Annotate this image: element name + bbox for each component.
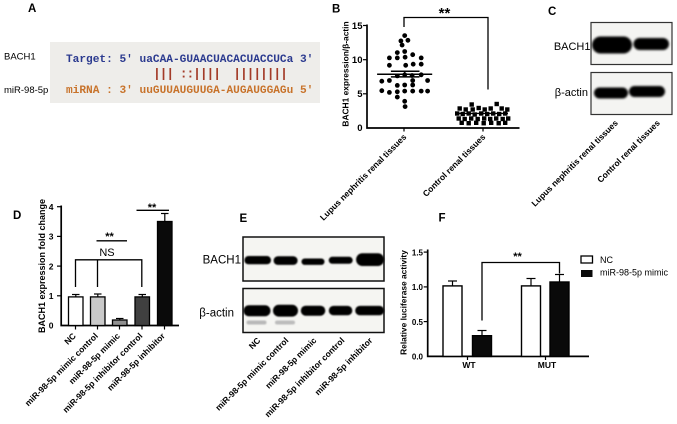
svg-text:C: C bbox=[548, 6, 556, 18]
svg-text:BACH1: BACH1 bbox=[203, 255, 241, 267]
svg-text:Target: 5' uaCAA-GUAACUACACUAC: Target: 5' uaCAA-GUAACUACACUACCUCa 3' bbox=[66, 54, 313, 66]
svg-text:BACH1 expression/β-actin: BACH1 expression/β-actin bbox=[341, 21, 351, 126]
svg-text:0.0: 0.0 bbox=[412, 353, 424, 362]
svg-text:1.0: 1.0 bbox=[412, 283, 424, 292]
svg-text:**: ** bbox=[148, 202, 157, 214]
svg-text:Relative luciferase activity: Relative luciferase activity bbox=[399, 250, 409, 355]
svg-text:D: D bbox=[13, 210, 21, 222]
svg-text:Lupus nephritis renal tissues: Lupus nephritis renal tissues bbox=[318, 132, 409, 223]
svg-text:3: 3 bbox=[49, 232, 54, 242]
svg-text:NC: NC bbox=[247, 335, 263, 351]
svg-text:β-actin: β-actin bbox=[199, 308, 234, 320]
svg-text:BACH1: BACH1 bbox=[4, 52, 36, 63]
svg-text:5: 5 bbox=[357, 89, 363, 100]
svg-text:miR-98-5p mimic: miR-98-5p mimic bbox=[263, 335, 318, 390]
svg-text:miR-98-5p mimic: miR-98-5p mimic bbox=[600, 268, 669, 278]
svg-text:**: ** bbox=[513, 251, 522, 263]
svg-text:B: B bbox=[332, 4, 340, 16]
svg-text:E: E bbox=[240, 213, 248, 225]
svg-text:**: ** bbox=[105, 231, 114, 243]
svg-text:β-actin: β-actin bbox=[555, 87, 588, 99]
svg-text:4: 4 bbox=[49, 202, 54, 212]
svg-text:BACH1: BACH1 bbox=[554, 41, 591, 53]
svg-text:0: 0 bbox=[357, 123, 362, 134]
svg-text:NC: NC bbox=[62, 331, 78, 347]
svg-text:Lupus nephritis renal tissues: Lupus nephritis renal tissues bbox=[529, 118, 620, 209]
svg-text:1: 1 bbox=[49, 291, 54, 301]
svg-text:0: 0 bbox=[49, 321, 54, 331]
svg-text:1.5: 1.5 bbox=[412, 248, 424, 257]
svg-text:10: 10 bbox=[352, 55, 363, 66]
svg-text:Control renal tissues: Control renal tissues bbox=[421, 132, 488, 199]
svg-text:BACH1 expression fold change: BACH1 expression fold change bbox=[37, 199, 47, 333]
svg-text:NC: NC bbox=[600, 255, 613, 265]
svg-text:miR-98-5p: miR-98-5p bbox=[4, 85, 48, 96]
svg-text:A: A bbox=[28, 3, 36, 15]
svg-text:F: F bbox=[439, 213, 446, 225]
svg-text:15: 15 bbox=[352, 21, 363, 32]
svg-text:WT: WT bbox=[462, 360, 476, 370]
svg-text:||| ::|||| ||||||||: ||| ::|||| |||||||| bbox=[66, 67, 287, 82]
svg-text:miRNA : 3' uuGUUAUGUUGA-AUGAUG: miRNA : 3' uuGUUAUGUUGA-AUGAUGGAGu 5' bbox=[66, 85, 313, 97]
svg-text:MUT: MUT bbox=[538, 360, 557, 370]
svg-text:**: ** bbox=[439, 5, 451, 22]
svg-text:NS: NS bbox=[99, 247, 114, 259]
svg-text:2: 2 bbox=[49, 261, 54, 271]
svg-text:0.5: 0.5 bbox=[412, 318, 424, 327]
